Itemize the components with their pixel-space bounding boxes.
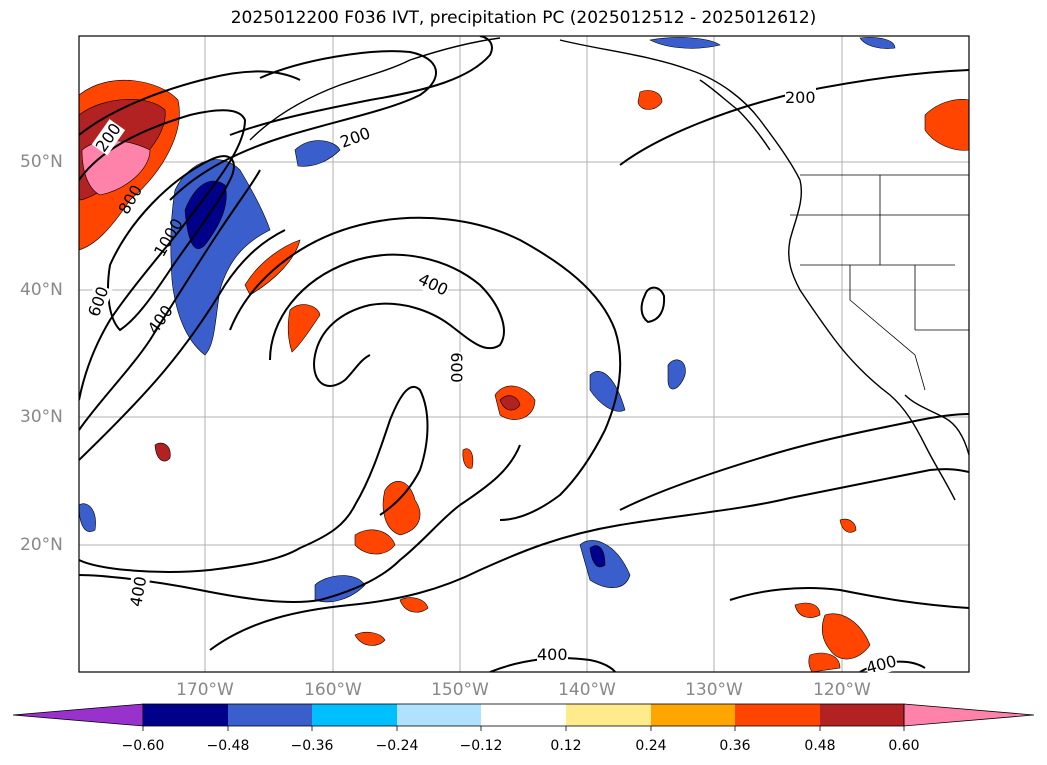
colorbar-segment: [651, 704, 735, 726]
precip-patch-positive: [354, 631, 386, 646]
precip-patch-negative: [859, 37, 896, 49]
map-border: [78, 35, 970, 673]
precip-patch-negative: [184, 180, 227, 249]
precip-patch-negative: [294, 140, 341, 167]
colorbar-segment: [820, 704, 904, 726]
colorbar-tick-label: 0.48: [804, 738, 836, 754]
contour-label: 400: [537, 645, 568, 664]
colorbar-segment: [566, 704, 651, 726]
precip-patch-positive: [839, 518, 857, 533]
lat-label: 40°N: [20, 280, 63, 300]
colorbar-tick-label: −0.12: [459, 738, 503, 754]
precip-patch-positive: [399, 597, 429, 613]
precip-patch-positive: [499, 395, 521, 411]
precip-patch-negative: [589, 371, 626, 412]
colorbar-segment: [312, 704, 397, 726]
colorbar-tick-label: −0.36: [290, 738, 334, 754]
colorbar-tick-label: 0.24: [635, 738, 667, 754]
precip-patches: [79, 37, 969, 672]
precip-patch-positive: [794, 602, 821, 618]
coastlines: [249, 37, 969, 501]
colorbar: [12, 703, 1035, 731]
graticule: [79, 36, 969, 672]
precip-patch-positive: [244, 239, 301, 296]
map-title: 2025012200 F036 IVT, precipitation PC (2…: [230, 8, 817, 28]
lon-label: 170°W: [176, 680, 234, 700]
precip-patch-negative: [314, 575, 366, 603]
lat-label: 50°N: [20, 152, 63, 172]
precip-patch-negative: [589, 545, 606, 568]
precip-patch-negative: [667, 359, 686, 390]
colorbar-tick-label: −0.24: [375, 738, 419, 754]
map-area: [79, 36, 969, 672]
lon-label: 120°W: [813, 680, 871, 700]
colorbar-tick-label: −0.48: [206, 738, 250, 754]
precip-patch-positive: [287, 304, 321, 353]
colorbar-tick-label: 0.12: [550, 738, 582, 754]
precip-patch-positive: [808, 652, 841, 672]
colorbar-extend-high: [903, 703, 1035, 727]
lon-label: 150°W: [431, 680, 489, 700]
precip-patch-positive: [821, 613, 871, 660]
colorbar-outline: [142, 703, 905, 727]
precip-patch-positive: [354, 529, 396, 555]
precip-patch-positive: [924, 99, 969, 151]
lat-label: 30°N: [20, 407, 63, 427]
precip-patch-negative: [79, 503, 96, 533]
contour-label: 200: [785, 88, 816, 107]
colorbar-tick-label: 0.36: [719, 738, 751, 754]
precip-patch-positive: [462, 448, 474, 469]
ivt-contours: [79, 36, 969, 672]
contour-label: 600: [446, 352, 466, 383]
precip-patch-positive: [382, 481, 421, 536]
colorbar-tick-label: 0.60: [888, 738, 920, 754]
lat-label: 20°N: [20, 535, 63, 555]
colorbar-tick-label: −0.60: [121, 738, 165, 754]
lon-label: 160°W: [304, 680, 362, 700]
precip-patch-positive: [154, 442, 171, 462]
colorbar-segment: [481, 704, 566, 726]
precip-patch-positive: [637, 90, 663, 110]
colorbar-segment: [228, 704, 312, 726]
state-borders: [790, 174, 969, 391]
colorbar-segment: [735, 704, 820, 726]
lon-label: 140°W: [558, 680, 616, 700]
lon-label: 130°W: [685, 680, 743, 700]
colorbar-segment: [143, 704, 228, 726]
colorbar-segment: [397, 704, 481, 726]
precip-patch-negative: [649, 37, 721, 49]
colorbar-extend-low: [12, 703, 144, 727]
